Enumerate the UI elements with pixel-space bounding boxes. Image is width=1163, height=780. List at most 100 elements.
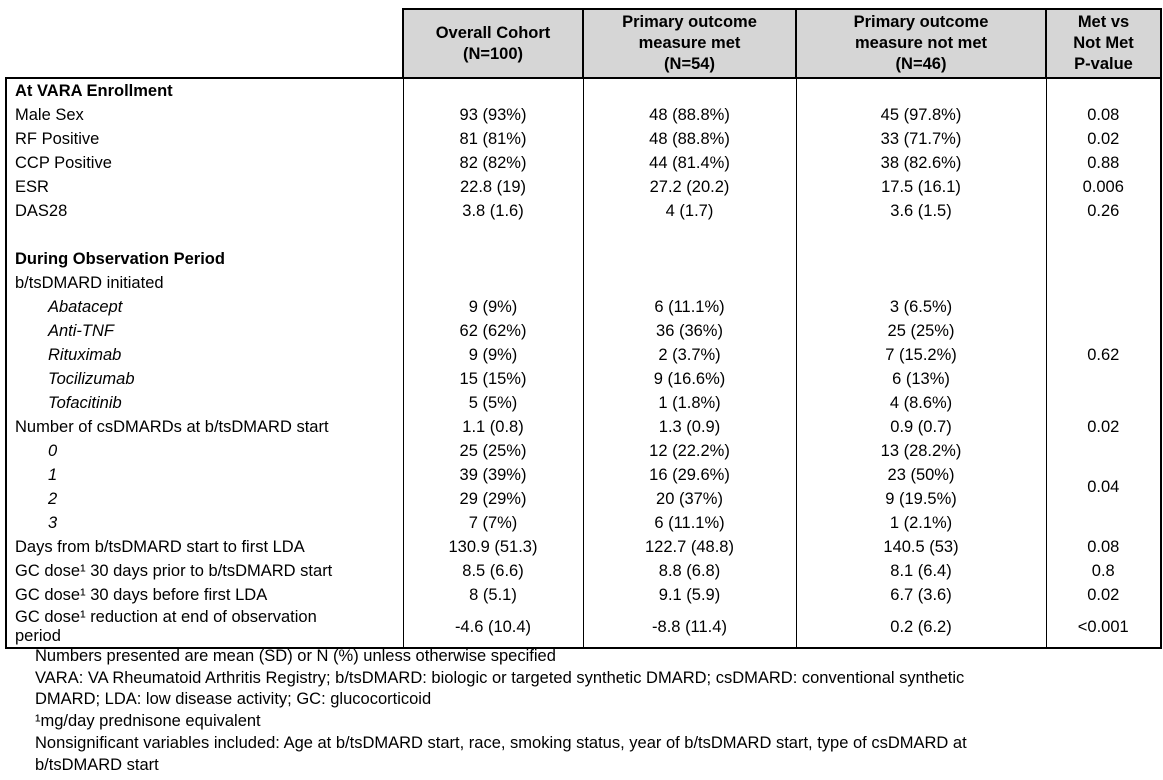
header-outcome-met: Primary outcome measure met (N=54)	[582, 8, 797, 79]
cell-met: 8.8 (6.8)	[582, 559, 797, 583]
cell-met: 4 (1.7)	[582, 199, 797, 223]
cell-notmet	[795, 247, 1047, 271]
cell-pvalue: 0.04	[1045, 463, 1162, 511]
row-label: b/tsDMARD initiated	[5, 271, 404, 295]
footnote-line: DMARD; LDA: low disease activity; GC: gl…	[35, 690, 432, 709]
cell-overall	[402, 223, 584, 247]
cell-pvalue: 0.08	[1045, 103, 1162, 127]
footnotes-block: Numbers presented are mean (SD) or N (%)…	[35, 646, 1155, 776]
cell-overall: 25 (25%)	[402, 439, 584, 463]
cell-pvalue	[1045, 367, 1162, 391]
cell-overall: 8.5 (6.6)	[402, 559, 584, 583]
row-label	[5, 223, 404, 247]
cell-notmet	[795, 223, 1047, 247]
cell-pvalue	[1045, 319, 1162, 343]
cell-met: 44 (81.4%)	[582, 151, 797, 175]
table-row: Anti-TNF 62 (62%) 36 (36%) 25 (25%)	[5, 319, 1162, 343]
cell-notmet: 45 (97.8%)	[795, 103, 1047, 127]
cell-met: 20 (37%)	[582, 487, 797, 511]
cell-overall	[402, 77, 584, 103]
cell-overall	[402, 247, 584, 271]
table-row: 0 25 (25%) 12 (22.2%) 13 (28.2%)	[5, 439, 1162, 463]
cell-pvalue: 0.8	[1045, 559, 1162, 583]
cell-overall: 1.1 (0.8)	[402, 415, 584, 439]
row-label: Anti-TNF	[5, 319, 404, 343]
row-label: At VARA Enrollment	[5, 77, 404, 103]
table-row: RF Positive 81 (81%) 48 (88.8%) 33 (71.7%) 0…	[5, 127, 1162, 151]
cell-overall	[402, 271, 584, 295]
cell-overall: 15 (15%)	[402, 367, 584, 391]
cell-met: 36 (36%)	[582, 319, 797, 343]
cell-met	[582, 247, 797, 271]
cell-notmet: 7 (15.2%)	[795, 343, 1047, 367]
cell-overall: -4.6 (10.4)	[402, 607, 584, 649]
cell-notmet: 3.6 (1.5)	[795, 199, 1047, 223]
cell-overall: 93 (93%)	[402, 103, 584, 127]
row-label: RF Positive	[5, 127, 404, 151]
cell-pvalue: 0.02	[1045, 127, 1162, 151]
cell-notmet: 3 (6.5%)	[795, 295, 1047, 319]
row-label: Male Sex	[5, 103, 404, 127]
cell-met: 122.7 (48.8)	[582, 535, 797, 559]
row-label: Number of csDMARDs at b/tsDMARD start	[5, 415, 404, 439]
cell-pvalue: 0.02	[1045, 415, 1162, 439]
cell-overall: 39 (39%)	[402, 463, 584, 487]
cell-notmet: 4 (8.6%)	[795, 391, 1047, 415]
cell-met: 16 (29.6%)	[582, 463, 797, 487]
table-row: CCP Positive 82 (82%) 44 (81.4%) 38 (82.6%)…	[5, 151, 1162, 175]
cell-pvalue	[1045, 511, 1162, 535]
table-row: Tocilizumab 15 (15%) 9 (16.6%) 6 (13%)	[5, 367, 1162, 391]
table-row: Number of csDMARDs at b/tsDMARD start 1.1…	[5, 415, 1162, 439]
cell-notmet: 140.5 (53)	[795, 535, 1047, 559]
cell-met: 1.3 (0.9)	[582, 415, 797, 439]
cell-met: 9.1 (5.9)	[582, 583, 797, 607]
cell-overall: 9 (9%)	[402, 295, 584, 319]
cell-overall: 62 (62%)	[402, 319, 584, 343]
row-label: CCP Positive	[5, 151, 404, 175]
cell-met: 6 (11.1%)	[582, 295, 797, 319]
table-row: Rituximab 9 (9%) 2 (3.7%) 7 (15.2%) 0.62	[5, 343, 1162, 367]
cell-met	[582, 223, 797, 247]
row-label: Abatacept	[5, 295, 404, 319]
footnote-line: b/tsDMARD start	[35, 755, 159, 774]
table-row: GC dose¹ 30 days prior to b/tsDMARD star…	[5, 559, 1162, 583]
table-row	[5, 223, 1162, 247]
row-label: DAS28	[5, 199, 404, 223]
table-row: During Observation Period	[5, 247, 1162, 271]
cell-pvalue	[1045, 439, 1162, 463]
cell-notmet: 6 (13%)	[795, 367, 1047, 391]
cell-overall: 7 (7%)	[402, 511, 584, 535]
cell-overall: 130.9 (51.3)	[402, 535, 584, 559]
cell-met: 1 (1.8%)	[582, 391, 797, 415]
footnote-line: VARA: VA Rheumatoid Arthritis Registry; …	[35, 668, 965, 687]
cell-notmet: 1 (2.1%)	[795, 511, 1047, 535]
cell-notmet: 23 (50%)	[795, 463, 1047, 487]
cell-notmet: 0.2 (6.2)	[795, 607, 1047, 649]
cell-met: 9 (16.6%)	[582, 367, 797, 391]
table-row: GC dose¹ reduction at end of observation…	[5, 607, 1162, 649]
cell-notmet: 0.9 (0.7)	[795, 415, 1047, 439]
cell-notmet: 25 (25%)	[795, 319, 1047, 343]
cell-notmet: 33 (71.7%)	[795, 127, 1047, 151]
cell-notmet: 13 (28.2%)	[795, 439, 1047, 463]
cell-met	[582, 271, 797, 295]
row-label: 0	[5, 439, 404, 463]
footnote-line: Numbers presented are mean (SD) or N (%)…	[35, 647, 556, 665]
cell-notmet: 6.7 (3.6)	[795, 583, 1047, 607]
row-label: During Observation Period	[5, 247, 404, 271]
row-label: 1	[5, 463, 404, 487]
table-row: DAS28 3.8 (1.6) 4 (1.7) 3.6 (1.5) 0.26	[5, 199, 1162, 223]
cell-pvalue	[1045, 295, 1162, 319]
cell-met: -8.8 (11.4)	[582, 607, 797, 649]
table-row: ESR 22.8 (19) 27.2 (20.2) 17.5 (16.1) 0.006	[5, 175, 1162, 199]
cell-overall: 5 (5%)	[402, 391, 584, 415]
cell-overall: 82 (82%)	[402, 151, 584, 175]
table-row: Male Sex 93 (93%) 48 (88.8%) 45 (97.8%) 0.08	[5, 103, 1162, 127]
row-label: Tofacitinib	[5, 391, 404, 415]
cell-pvalue: 0.02	[1045, 583, 1162, 607]
cell-overall: 81 (81%)	[402, 127, 584, 151]
row-label: GC dose¹ 30 days prior to b/tsDMARD star…	[5, 559, 404, 583]
cell-met: 12 (22.2%)	[582, 439, 797, 463]
cell-pvalue: 0.26	[1045, 199, 1162, 223]
